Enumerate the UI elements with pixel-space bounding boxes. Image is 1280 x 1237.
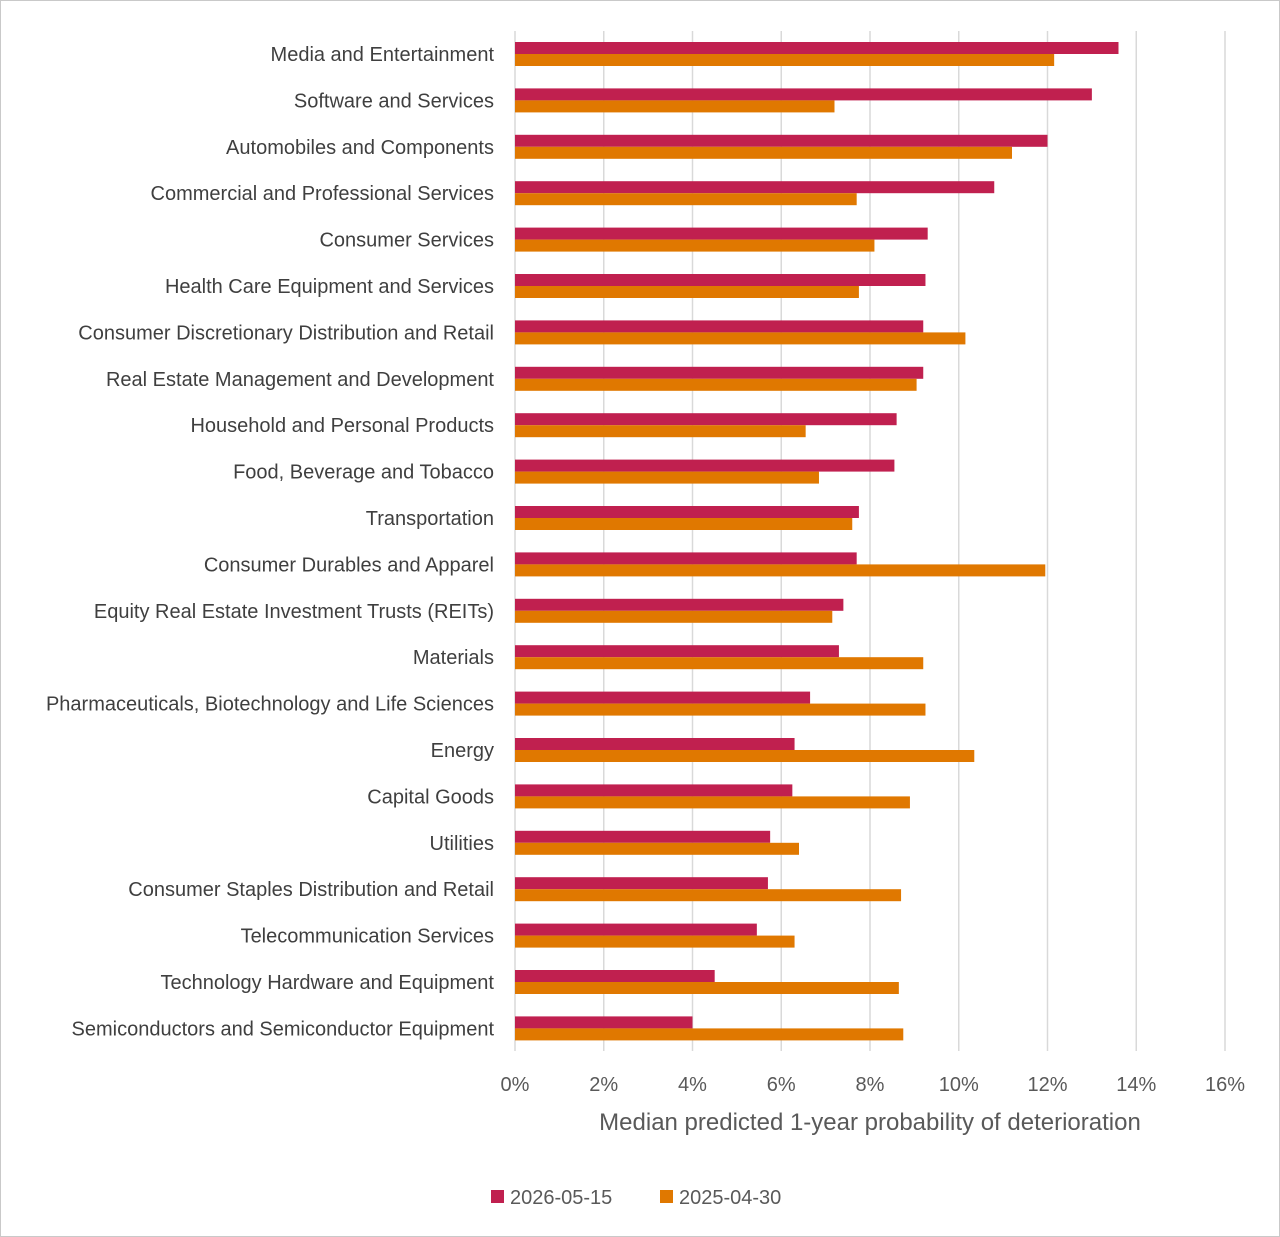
- category-label: Energy: [431, 740, 494, 762]
- category-label: Semiconductors and Semiconductor Equipme…: [72, 1018, 495, 1040]
- bar-2025-04-30-9: [515, 471, 819, 484]
- bar-2025-04-30-2: [515, 146, 1012, 159]
- legend-label: 2025-04-30: [679, 1187, 781, 1209]
- bar-2025-04-30-7: [515, 378, 917, 391]
- x-tick-label: 4%: [678, 1074, 707, 1096]
- bar-2026-05-15-2: [515, 134, 1048, 147]
- bar-2026-05-15-16: [515, 784, 793, 797]
- bar-2025-04-30-17: [515, 842, 799, 855]
- bar-2025-04-30-13: [515, 657, 924, 670]
- category-label: Household and Personal Products: [190, 415, 494, 437]
- bar-2026-05-15-1: [515, 88, 1092, 101]
- x-tick-label: 8%: [856, 1074, 885, 1096]
- category-label: Consumer Staples Distribution and Retail: [128, 879, 494, 901]
- bar-2025-04-30-6: [515, 332, 966, 345]
- bar-2025-04-30-4: [515, 239, 875, 252]
- category-label: Media and Entertainment: [271, 44, 495, 66]
- category-label: Consumer Services: [319, 230, 494, 252]
- category-label: Equity Real Estate Investment Trusts (RE…: [94, 601, 494, 623]
- bar-2026-05-15-4: [515, 227, 928, 240]
- category-label: Automobiles and Components: [226, 137, 494, 159]
- bar-2026-05-15-7: [515, 366, 924, 379]
- bar-2026-05-15-21: [515, 1016, 693, 1029]
- bar-2025-04-30-16: [515, 796, 910, 809]
- x-tick-label: 2%: [589, 1074, 618, 1096]
- bar-2025-04-30-3: [515, 193, 857, 206]
- bar-2026-05-15-0: [515, 42, 1119, 54]
- category-label: Technology Hardware and Equipment: [160, 972, 494, 994]
- category-label: Software and Services: [294, 90, 494, 112]
- x-tick-label: 12%: [1027, 1074, 1067, 1096]
- bar-2026-05-15-10: [515, 506, 859, 518]
- category-label: Real Estate Management and Development: [106, 369, 494, 391]
- category-label: Materials: [413, 647, 494, 669]
- bar-2025-04-30-21: [515, 1028, 904, 1041]
- bar-2026-05-15-17: [515, 830, 771, 843]
- bar-2025-04-30-20: [515, 982, 899, 994]
- x-tick-label: 14%: [1116, 1074, 1156, 1096]
- x-axis-title: Median predicted 1-year probability of d…: [599, 1109, 1141, 1136]
- category-label: Utilities: [430, 833, 494, 855]
- bar-2026-05-15-14: [515, 691, 811, 704]
- legend-swatch: [660, 1190, 673, 1203]
- bar-2025-04-30-0: [515, 54, 1055, 66]
- category-label: Health Care Equipment and Services: [165, 276, 494, 298]
- bar-2026-05-15-19: [515, 923, 757, 936]
- bar-2025-04-30-14: [515, 703, 926, 716]
- bar-2026-05-15-18: [515, 877, 768, 890]
- legend-label: 2026-05-15: [510, 1187, 612, 1209]
- category-label: Food, Beverage and Tobacco: [233, 462, 494, 484]
- bar-2026-05-15-12: [515, 598, 844, 611]
- legend-swatch: [491, 1190, 504, 1203]
- bar-2025-04-30-10: [515, 518, 853, 530]
- bar-2026-05-15-15: [515, 738, 795, 750]
- bar-2025-04-30-11: [515, 564, 1046, 577]
- x-tick-label: 0%: [501, 1074, 530, 1096]
- bar-2026-05-15-20: [515, 970, 715, 982]
- category-label: Consumer Durables and Apparel: [204, 554, 494, 576]
- bar-2025-04-30-15: [515, 750, 975, 762]
- category-labels: Media and Entertainment Software and Serv…: [46, 44, 494, 1040]
- bar-2025-04-30-18: [515, 889, 902, 902]
- bar-2026-05-15-8: [515, 413, 897, 426]
- category-label: Commercial and Professional Services: [151, 183, 494, 205]
- x-tick-label: 10%: [939, 1074, 979, 1096]
- x-tick-label: 6%: [767, 1074, 796, 1096]
- category-label: Pharmaceuticals, Biotechnology and Life …: [46, 694, 494, 716]
- bar-2026-05-15-6: [515, 320, 924, 333]
- bar-2025-04-30-1: [515, 100, 835, 113]
- x-tick-labels: 0% 2% 4% 6% 8% 10% 12% 14% 16%: [501, 1074, 1246, 1096]
- category-label: Capital Goods: [367, 786, 494, 808]
- bar-2026-05-15-13: [515, 645, 839, 658]
- bar-2026-05-15-11: [515, 552, 857, 565]
- category-label: Transportation: [366, 508, 494, 530]
- bar-2026-05-15-9: [515, 459, 895, 472]
- bar-2025-04-30-8: [515, 425, 806, 438]
- category-label: Telecommunication Services: [241, 926, 494, 948]
- bar-2026-05-15-5: [515, 274, 926, 286]
- bar-2026-05-15-3: [515, 181, 995, 194]
- legend: 2026-05-15 2025-04-30: [491, 1187, 781, 1209]
- bar-2025-04-30-5: [515, 286, 859, 298]
- bar-2025-04-30-19: [515, 935, 795, 948]
- bars: [515, 42, 1119, 1041]
- bar-2025-04-30-12: [515, 610, 833, 623]
- x-tick-label: 16%: [1205, 1074, 1245, 1096]
- category-label: Consumer Discretionary Distribution and …: [78, 322, 494, 344]
